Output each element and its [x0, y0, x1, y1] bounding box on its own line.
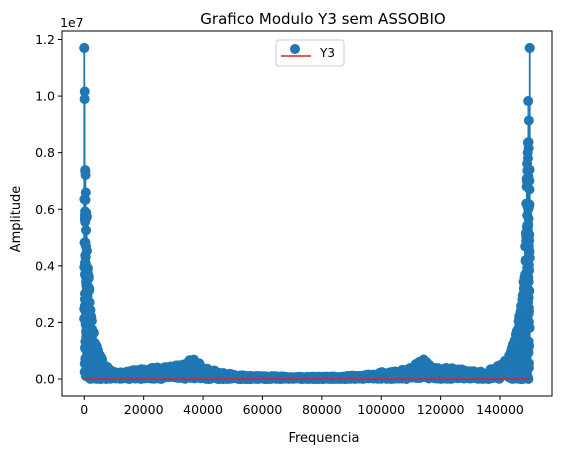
data-point	[524, 115, 534, 125]
y-tick-label: 0.0	[35, 372, 55, 387]
x-tick-label: 40000	[183, 402, 223, 417]
data-point	[522, 182, 532, 192]
data-point	[523, 96, 533, 106]
x-tick-label: 20000	[124, 402, 164, 417]
data-point	[523, 148, 533, 158]
y-tick-label: 0.4	[35, 258, 55, 273]
y-axis-label: Amplitude	[9, 186, 24, 253]
legend-marker-swatch	[290, 44, 300, 54]
data-point	[521, 228, 531, 238]
data-point	[519, 277, 529, 287]
data-point	[525, 43, 535, 53]
y-tick-label: 1.0	[35, 89, 55, 104]
x-axis-label: Frequencia	[288, 431, 359, 446]
data-point	[79, 43, 89, 53]
data-point	[82, 212, 92, 222]
y-tick-label: 0.6	[35, 202, 55, 217]
legend-label: Y3	[319, 46, 335, 60]
data-point	[84, 271, 94, 281]
data-point	[521, 199, 531, 209]
x-tick-label: 0	[80, 402, 88, 417]
data-point	[522, 210, 532, 220]
x-tick-label: 60000	[243, 402, 283, 417]
data-point	[523, 138, 533, 148]
data-point	[507, 369, 517, 379]
x-tick-label: 80000	[302, 402, 342, 417]
y-tick-label: 1.2	[35, 32, 55, 47]
data-point	[81, 170, 91, 180]
data-point	[89, 328, 99, 338]
data-point	[520, 241, 530, 251]
data-point	[81, 188, 91, 198]
data-point	[80, 87, 90, 97]
legend: Y3	[276, 40, 344, 66]
data-point	[97, 356, 107, 366]
y-tick-label: 0.2	[35, 315, 55, 330]
data-point	[81, 241, 91, 251]
data-point	[522, 158, 532, 168]
y-offset-label: 1e7	[60, 15, 84, 30]
data-point	[87, 316, 97, 326]
y-tick-label: 0.8	[35, 145, 55, 160]
x-tick-label: 140000	[476, 402, 524, 417]
data-point	[521, 255, 531, 265]
x-tick-label: 100000	[357, 402, 405, 417]
data-point	[84, 284, 94, 294]
x-tick-label: 120000	[417, 402, 465, 417]
data-point	[507, 355, 517, 365]
chart-title: Grafico Modulo Y3 sem ASSOBIO	[200, 10, 445, 28]
